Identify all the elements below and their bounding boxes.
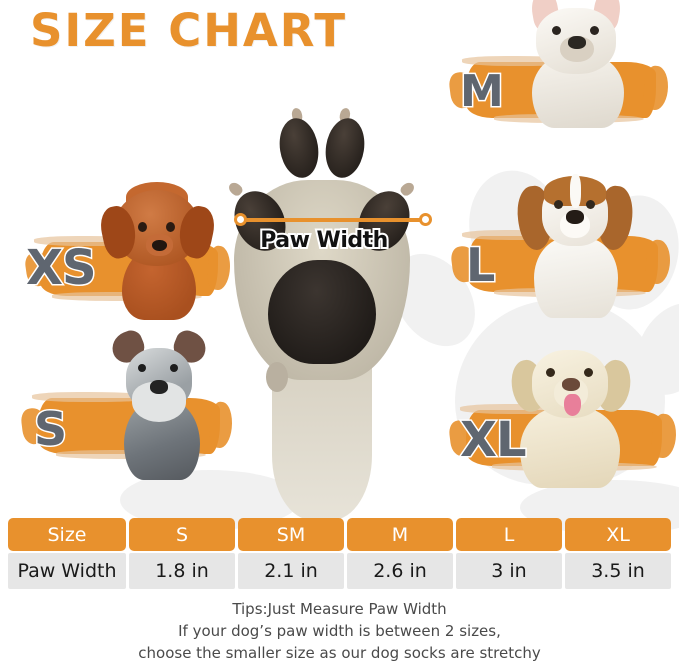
table-header-cell-m: M <box>347 518 453 551</box>
table-header-row: Size S SM M L XL <box>8 518 671 551</box>
brush-fleck <box>32 392 157 402</box>
measure-endpoint-right-icon <box>419 213 432 226</box>
tips-block: Tips:Just Measure Paw Width If your dog’… <box>0 598 679 664</box>
size-card-xl: XL <box>440 338 679 488</box>
dog-photo-french-bulldog <box>510 0 645 136</box>
tips-line-2: If your dog’s paw width is between 2 siz… <box>178 622 501 640</box>
size-card-m: M <box>438 0 678 140</box>
table-cell-paw-width-sm: 2.1 in <box>238 553 344 589</box>
table-cell-paw-width-s: 1.8 in <box>129 553 235 589</box>
table-cell-row-label: Paw Width <box>8 553 126 589</box>
measure-endpoint-left-icon <box>234 213 247 226</box>
table-cell-paw-width-xl: 3.5 in <box>565 553 671 589</box>
table-header-cell-xl: XL <box>565 518 671 551</box>
paw-width-label: Paw Width <box>258 226 390 255</box>
size-label-s: S <box>32 402 68 456</box>
dog-photo-beagle <box>510 164 645 319</box>
dog-photo-labrador-retriever <box>502 336 647 496</box>
size-label-m: M <box>459 66 506 117</box>
paw-toe-pad-icon <box>321 115 369 181</box>
measurement-line-icon <box>234 213 432 227</box>
brush-fleck <box>462 56 582 66</box>
size-card-s: S <box>12 327 247 480</box>
size-label-xs: XS <box>25 240 99 296</box>
table-header-cell-l: L <box>456 518 562 551</box>
table-header-cell-sm: SM <box>238 518 344 551</box>
paw-toe-pad-icon <box>275 115 323 181</box>
dog-photo-miniature-schnauzer <box>98 327 223 480</box>
paw-dewclaw <box>266 362 288 392</box>
size-label-xl: XL <box>459 412 529 468</box>
tips-line-1: Tips:Just Measure Paw Width <box>232 600 447 618</box>
size-card-xs: XS <box>12 182 247 320</box>
dog-paw-illustration <box>224 100 420 520</box>
size-label-l: L <box>464 238 496 292</box>
tips-line-3: choose the smaller size as our dog socks… <box>138 644 541 662</box>
page-title: SIZE CHART <box>30 4 348 57</box>
table-cell-paw-width-l: 3 in <box>456 553 562 589</box>
table-header-cell-size: Size <box>8 518 126 551</box>
size-table: Size S SM M L XL Paw Width 1.8 in 2.1 in… <box>8 518 671 589</box>
brush-fleck <box>34 236 154 246</box>
size-card-l: L <box>440 168 679 318</box>
dog-photo-toy-poodle <box>96 182 220 324</box>
table-header-cell-s: S <box>129 518 235 551</box>
table-row: Paw Width 1.8 in 2.1 in 2.6 in 3 in 3.5 … <box>8 553 671 589</box>
paw-main-pad-icon <box>268 260 376 364</box>
table-cell-paw-width-m: 2.6 in <box>347 553 453 589</box>
